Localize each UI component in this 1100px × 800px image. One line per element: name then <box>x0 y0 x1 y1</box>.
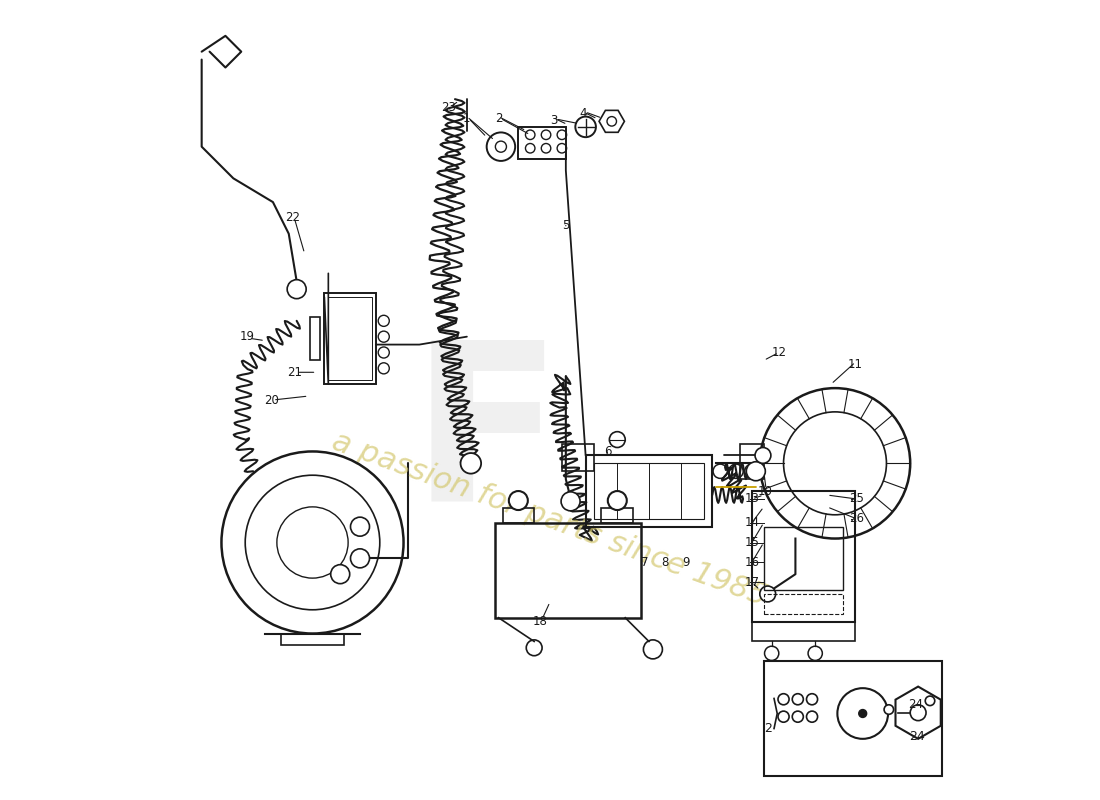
Text: F: F <box>410 333 562 546</box>
Circle shape <box>287 280 306 298</box>
Text: 19: 19 <box>240 330 255 343</box>
Circle shape <box>509 491 528 510</box>
Bar <box>495 522 641 618</box>
Bar <box>763 594 843 614</box>
Circle shape <box>351 517 370 536</box>
Bar <box>585 455 713 526</box>
Circle shape <box>351 549 370 568</box>
Text: 9: 9 <box>682 556 690 569</box>
Text: 8: 8 <box>661 556 669 569</box>
Text: 17: 17 <box>745 575 759 589</box>
Text: a passion for parts since 1985: a passion for parts since 1985 <box>329 426 771 611</box>
Text: 18: 18 <box>534 615 548 628</box>
Text: 2: 2 <box>763 722 771 735</box>
Bar <box>740 443 763 479</box>
Bar <box>763 662 942 776</box>
Text: 26: 26 <box>849 512 864 526</box>
Text: 6: 6 <box>604 445 612 458</box>
Text: 14: 14 <box>745 516 759 530</box>
Circle shape <box>331 565 350 584</box>
Text: 23: 23 <box>441 101 456 114</box>
Text: 22: 22 <box>285 211 300 225</box>
Text: 3: 3 <box>550 114 558 127</box>
Text: 4: 4 <box>580 107 587 120</box>
Bar <box>594 463 704 518</box>
Text: 2: 2 <box>495 113 503 126</box>
Circle shape <box>760 586 775 602</box>
Circle shape <box>755 447 771 463</box>
Text: 24: 24 <box>909 698 923 711</box>
Circle shape <box>608 491 627 510</box>
Bar <box>280 634 344 646</box>
Bar <box>328 297 372 380</box>
Text: 7: 7 <box>641 556 649 569</box>
Circle shape <box>859 710 867 718</box>
Circle shape <box>746 462 766 481</box>
Text: 1: 1 <box>463 113 471 126</box>
Circle shape <box>925 696 935 706</box>
Bar <box>763 526 843 590</box>
Text: 12: 12 <box>772 346 788 359</box>
Bar <box>324 293 376 384</box>
Bar <box>503 509 535 522</box>
Text: 10: 10 <box>758 485 773 498</box>
Text: 11: 11 <box>847 358 862 371</box>
Text: 15: 15 <box>745 536 759 549</box>
Bar <box>310 317 320 361</box>
Bar <box>562 443 594 471</box>
Text: 20: 20 <box>264 394 278 406</box>
Text: 13: 13 <box>745 493 759 506</box>
Bar <box>752 491 855 622</box>
Circle shape <box>495 141 506 152</box>
Circle shape <box>561 492 580 511</box>
Text: 25: 25 <box>849 493 864 506</box>
Text: 21: 21 <box>287 366 303 378</box>
Circle shape <box>461 453 481 474</box>
Bar <box>602 509 634 522</box>
Bar <box>752 622 855 642</box>
Text: 24: 24 <box>909 730 924 743</box>
Text: 16: 16 <box>745 556 759 569</box>
Circle shape <box>884 705 893 714</box>
Text: 5: 5 <box>562 219 570 232</box>
